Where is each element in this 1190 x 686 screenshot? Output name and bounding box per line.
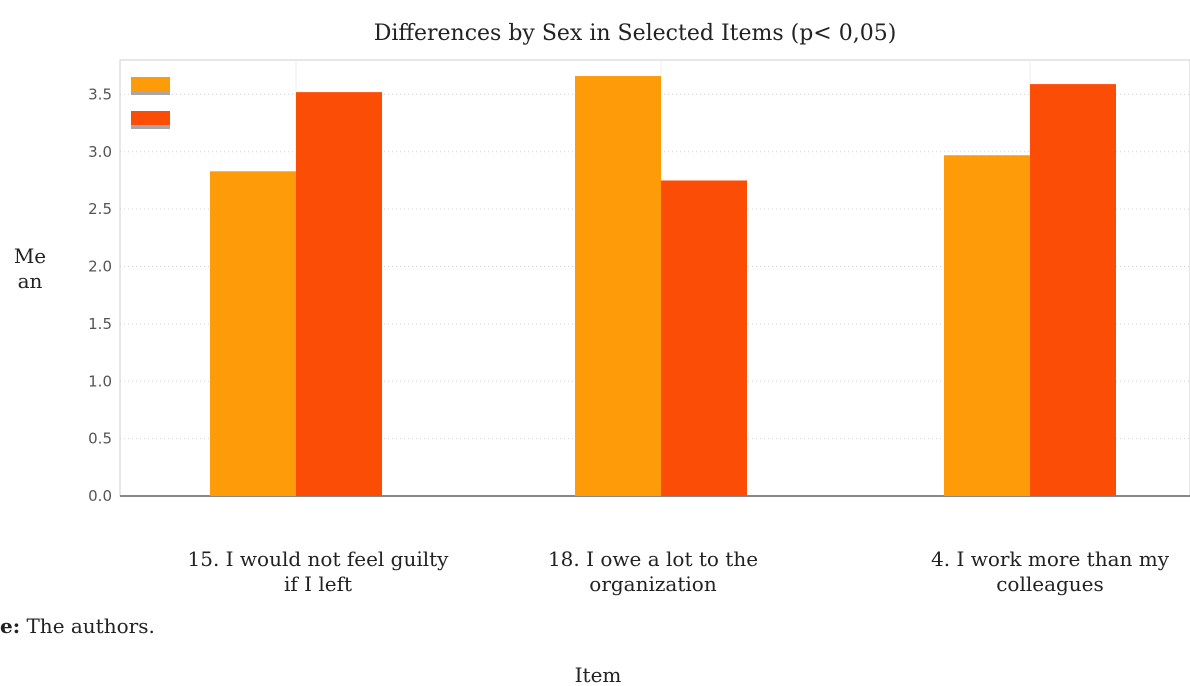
x-tick-label-3-line-2: colleagues	[996, 572, 1104, 596]
x-tick-label-2-line-2: organization	[589, 572, 717, 596]
y-tick-label: 3.0	[88, 143, 112, 161]
y-axis-ticks: 0.0 0.5 1.0 1.5 2.0 2.5 3.0 3.5	[88, 85, 112, 505]
x-tick-label-1-line-1: 15. I would not feel guilty	[188, 547, 450, 571]
source-note: e: The authors.	[0, 614, 155, 638]
bars	[210, 76, 1116, 497]
legend-swatch-2	[131, 111, 170, 125]
x-tick-label-1-line-2: if I left	[284, 572, 352, 596]
legend-swatch-underline-1	[131, 91, 170, 95]
y-tick-label: 0.0	[88, 487, 112, 505]
bar-series-1-category-3	[944, 155, 1030, 497]
bar-series-2-category-2	[661, 180, 747, 496]
legend-swatch-underline-2	[131, 125, 170, 129]
y-axis-label: Me an	[14, 244, 46, 293]
legend-swatch-1	[131, 77, 170, 91]
y-axis-label-line-2: an	[18, 269, 43, 293]
y-tick-label: 1.5	[88, 315, 112, 333]
source-note-text: The authors.	[20, 614, 155, 638]
bar-series-1-category-2	[575, 76, 661, 496]
y-axis-label-line-1: Me	[14, 244, 46, 268]
x-axis-label: Item	[575, 663, 622, 686]
source-note-bold: e:	[0, 614, 20, 638]
x-tick-label-3-line-1: 4. I work more than my	[931, 547, 1170, 571]
y-tick-label: 2.0	[88, 258, 112, 276]
bar-series-1-category-1	[210, 171, 296, 496]
y-tick-label: 2.5	[88, 200, 112, 218]
y-tick-label: 3.5	[88, 85, 112, 103]
y-tick-label: 0.5	[88, 430, 112, 448]
x-tick-label-2-line-1: 18. I owe a lot to the	[548, 547, 758, 571]
chart-title: Differences by Sex in Selected Items (p<…	[374, 21, 897, 46]
bar-series-2-category-3	[1030, 84, 1116, 497]
legend	[131, 77, 170, 129]
y-tick-label: 1.0	[88, 372, 112, 390]
bar-series-2-category-1	[296, 92, 382, 496]
